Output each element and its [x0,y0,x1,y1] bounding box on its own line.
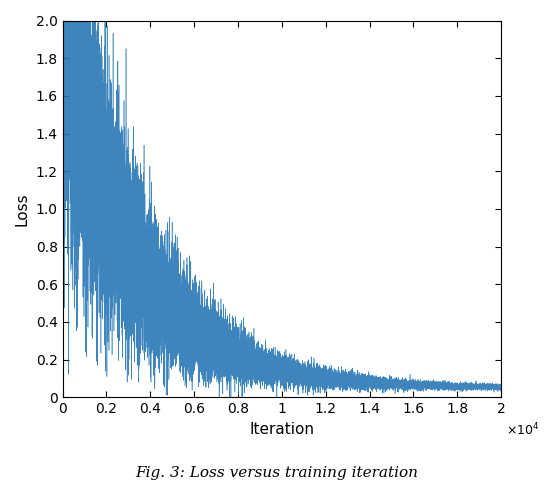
Text: $\times10^{4}$: $\times10^{4}$ [506,422,539,439]
X-axis label: Iteration: Iteration [249,422,314,437]
Y-axis label: Loss: Loss [15,192,30,226]
Text: Fig. 3: Loss versus training iteration: Fig. 3: Loss versus training iteration [136,466,418,480]
